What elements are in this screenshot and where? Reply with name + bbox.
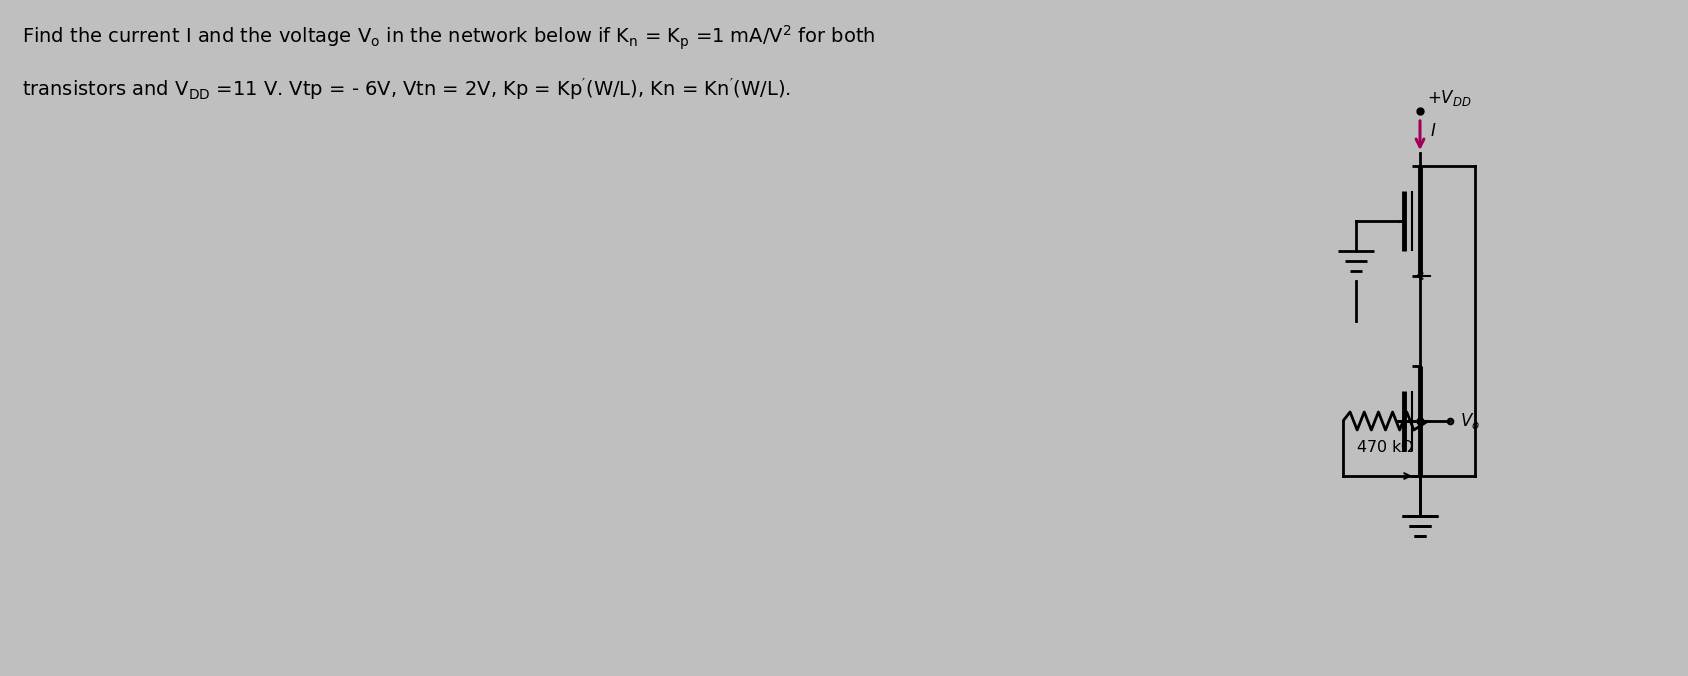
Text: Find the current I and the voltage $\mathregular{V_o}$ in the network below if $: Find the current I and the voltage $\mat… <box>22 24 876 53</box>
Text: $V_o$: $V_o$ <box>1460 411 1480 431</box>
Text: transistors and $\mathregular{V_{DD}}$ =11 V. Vtp = - 6V, Vtn = 2V, Kp = Kp$\mat: transistors and $\mathregular{V_{DD}}$ =… <box>22 76 790 102</box>
Text: $I$: $I$ <box>1430 122 1436 141</box>
Text: $+V_{DD}$: $+V_{DD}$ <box>1426 88 1472 108</box>
Text: 470 k$\Omega$: 470 k$\Omega$ <box>1355 439 1415 455</box>
